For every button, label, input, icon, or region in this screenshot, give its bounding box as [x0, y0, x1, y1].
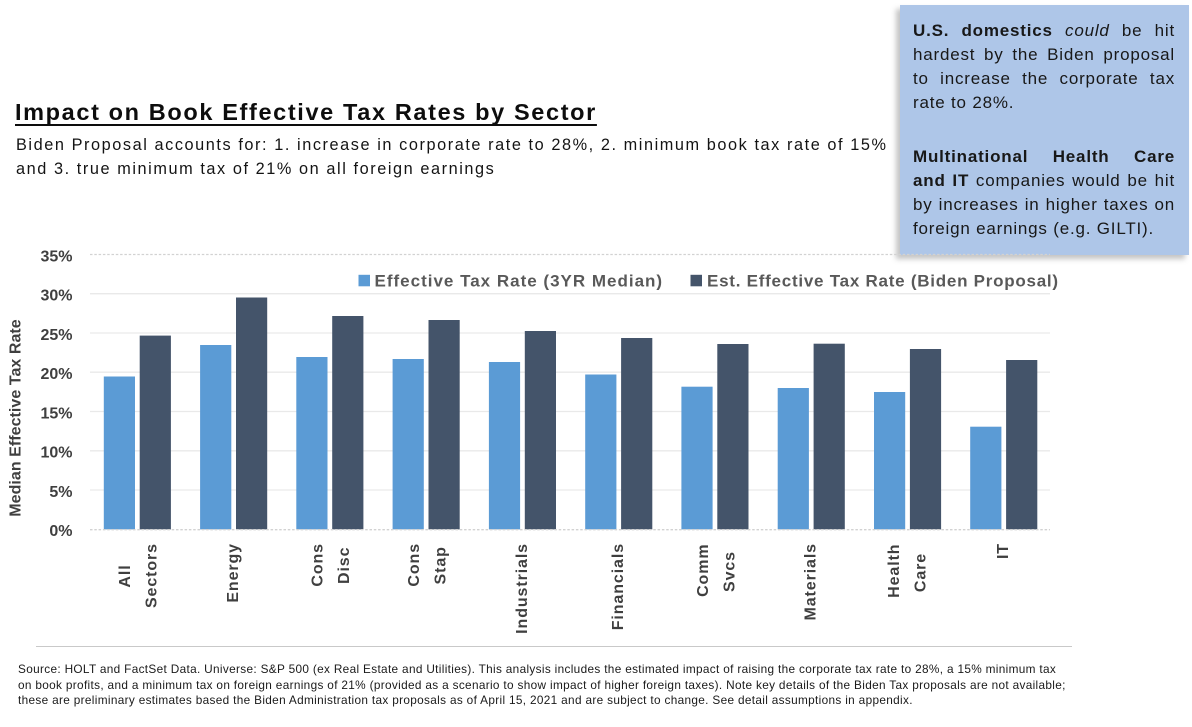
svg-text:30%: 30%: [40, 288, 72, 305]
svg-text:Financials: Financials: [610, 543, 627, 630]
svg-text:Svcs: Svcs: [721, 551, 738, 592]
svg-text:Industrials: Industrials: [514, 543, 531, 634]
svg-text:0%: 0%: [49, 523, 72, 540]
svg-text:Stap: Stap: [433, 546, 450, 584]
svg-text:5%: 5%: [49, 484, 72, 501]
svg-text:IT: IT: [995, 543, 1012, 559]
svg-text:Median Effective Tax Rate: Median Effective Tax Rate: [8, 319, 25, 517]
svg-text:Est. Effective Tax Rate (Biden: Est. Effective Tax Rate (Biden Proposal): [707, 271, 1059, 290]
svg-text:35%: 35%: [40, 248, 72, 265]
svg-text:All: All: [117, 564, 134, 587]
svg-text:Materials: Materials: [803, 543, 820, 620]
svg-text:Disc: Disc: [336, 547, 353, 584]
svg-text:Care: Care: [912, 553, 929, 592]
svg-text:Cons: Cons: [406, 543, 423, 587]
svg-text:Energy: Energy: [225, 543, 242, 603]
svg-text:Effective Tax Rate (3YR Median: Effective Tax Rate (3YR Median): [375, 271, 664, 290]
svg-text:10%: 10%: [40, 445, 72, 462]
svg-text:15%: 15%: [40, 405, 72, 422]
svg-text:20%: 20%: [40, 366, 72, 383]
svg-text:Comm: Comm: [695, 544, 712, 597]
svg-text:Sectors: Sectors: [144, 543, 161, 608]
svg-text:Health: Health: [886, 544, 903, 598]
svg-text:Cons: Cons: [310, 543, 327, 587]
svg-text:25%: 25%: [40, 327, 72, 344]
